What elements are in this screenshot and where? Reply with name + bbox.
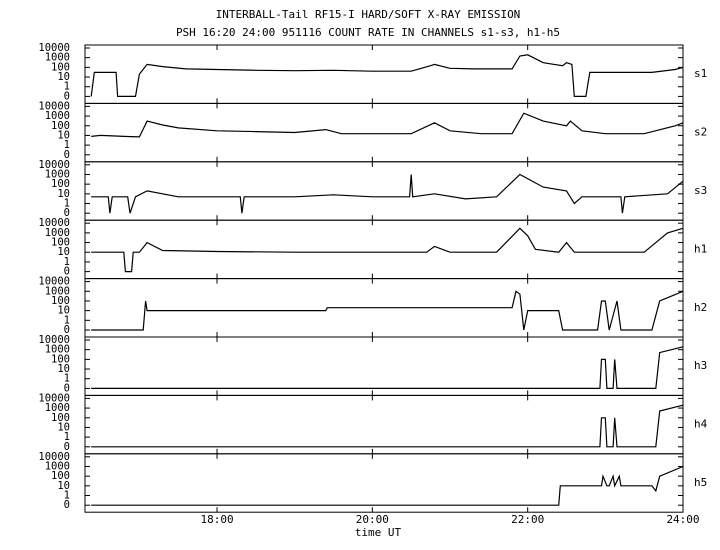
- y-tick-label: 10: [57, 188, 70, 200]
- y-tick-label: 100: [51, 412, 70, 424]
- x-tick-label: 24:00: [666, 513, 699, 526]
- y-tick-label: 0: [64, 207, 70, 219]
- y-tick-label: 10000: [38, 42, 70, 54]
- y-tick-label: 100: [51, 237, 70, 249]
- y-tick-label: 10: [57, 421, 70, 433]
- y-tick-label: 0: [64, 324, 70, 336]
- y-tick-label: 10: [57, 246, 70, 258]
- y-tick-label: 10000: [38, 276, 70, 288]
- y-tick-label: 0: [64, 441, 70, 453]
- series-line: [91, 346, 684, 389]
- series-line: [91, 112, 684, 138]
- y-tick-label: 1000: [45, 52, 70, 64]
- y-tick-label: 10000: [38, 217, 70, 229]
- y-tick-label: 10000: [38, 334, 70, 346]
- panel-frame: [84, 453, 684, 513]
- y-tick-label: 0: [64, 266, 70, 278]
- y-tick-label: 1000: [45, 344, 70, 356]
- y-tick-label: 10: [57, 480, 70, 492]
- panel-label: s1: [694, 67, 707, 80]
- y-tick-label: 1: [64, 314, 70, 326]
- y-tick-label: 1: [64, 81, 70, 93]
- y-tick-label: 1: [64, 490, 70, 502]
- chart-title: INTERBALL-Tail RF15-I HARD/SOFT X-RAY EM…: [216, 8, 521, 21]
- y-tick-label: 1: [64, 198, 70, 210]
- panel-frame: [84, 44, 684, 104]
- series-line: [91, 290, 684, 331]
- panel-label: h5: [694, 476, 707, 489]
- series-line: [91, 173, 684, 214]
- series-line: [90, 54, 684, 97]
- y-tick-label: 100: [51, 295, 70, 307]
- y-tick-label: 100: [51, 178, 70, 190]
- y-tick-label: 10000: [38, 392, 70, 404]
- y-tick-label: 1: [64, 431, 70, 443]
- y-tick-label: 1000: [45, 285, 70, 297]
- panel-frame: [84, 336, 684, 396]
- y-tick-label: 100: [51, 470, 70, 482]
- y-tick-label: 0: [64, 499, 70, 511]
- y-tick-label: 1000: [45, 460, 70, 472]
- series-line: [91, 227, 684, 273]
- x-tick-label: 20:00: [356, 513, 389, 526]
- x-axis-label: time UT: [355, 526, 402, 539]
- panel-frame: [84, 161, 684, 221]
- panel-label: s3: [694, 184, 707, 197]
- y-tick-label: 100: [51, 353, 70, 365]
- panel-label: h3: [694, 359, 707, 372]
- y-tick-label: 1: [64, 373, 70, 385]
- y-tick-label: 1000: [45, 110, 70, 122]
- y-tick-label: 1000: [45, 402, 70, 414]
- series-line: [91, 404, 684, 448]
- y-tick-label: 10: [57, 129, 70, 141]
- panel-label: s2: [694, 126, 707, 139]
- y-tick-label: 0: [64, 90, 70, 102]
- y-tick-label: 100: [51, 61, 70, 73]
- y-tick-label: 10000: [38, 451, 70, 463]
- y-tick-label: 100: [51, 120, 70, 132]
- y-tick-label: 10000: [38, 100, 70, 112]
- x-tick-label: 22:00: [511, 513, 544, 526]
- panel-frame: [84, 394, 684, 455]
- y-tick-label: 1: [64, 256, 70, 268]
- y-tick-label: 10: [57, 71, 70, 83]
- y-tick-label: 10: [57, 305, 70, 317]
- y-tick-label: 1000: [45, 168, 70, 180]
- y-tick-label: 10: [57, 363, 70, 375]
- panel-label: h4: [694, 418, 708, 431]
- x-tick-label: 18:00: [200, 513, 233, 526]
- chart-subtitle: PSH 16:20 24:00 951116 COUNT RATE IN CHA…: [176, 26, 560, 39]
- y-tick-label: 1: [64, 139, 70, 151]
- y-tick-label: 1000: [45, 227, 70, 239]
- series-line: [91, 465, 684, 506]
- y-tick-label: 0: [64, 149, 70, 161]
- panel-label: h1: [694, 242, 707, 255]
- y-tick-label: 0: [64, 382, 70, 394]
- y-tick-label: 10000: [38, 159, 70, 171]
- panel-frame: [84, 219, 684, 280]
- panel-label: h2: [694, 301, 707, 314]
